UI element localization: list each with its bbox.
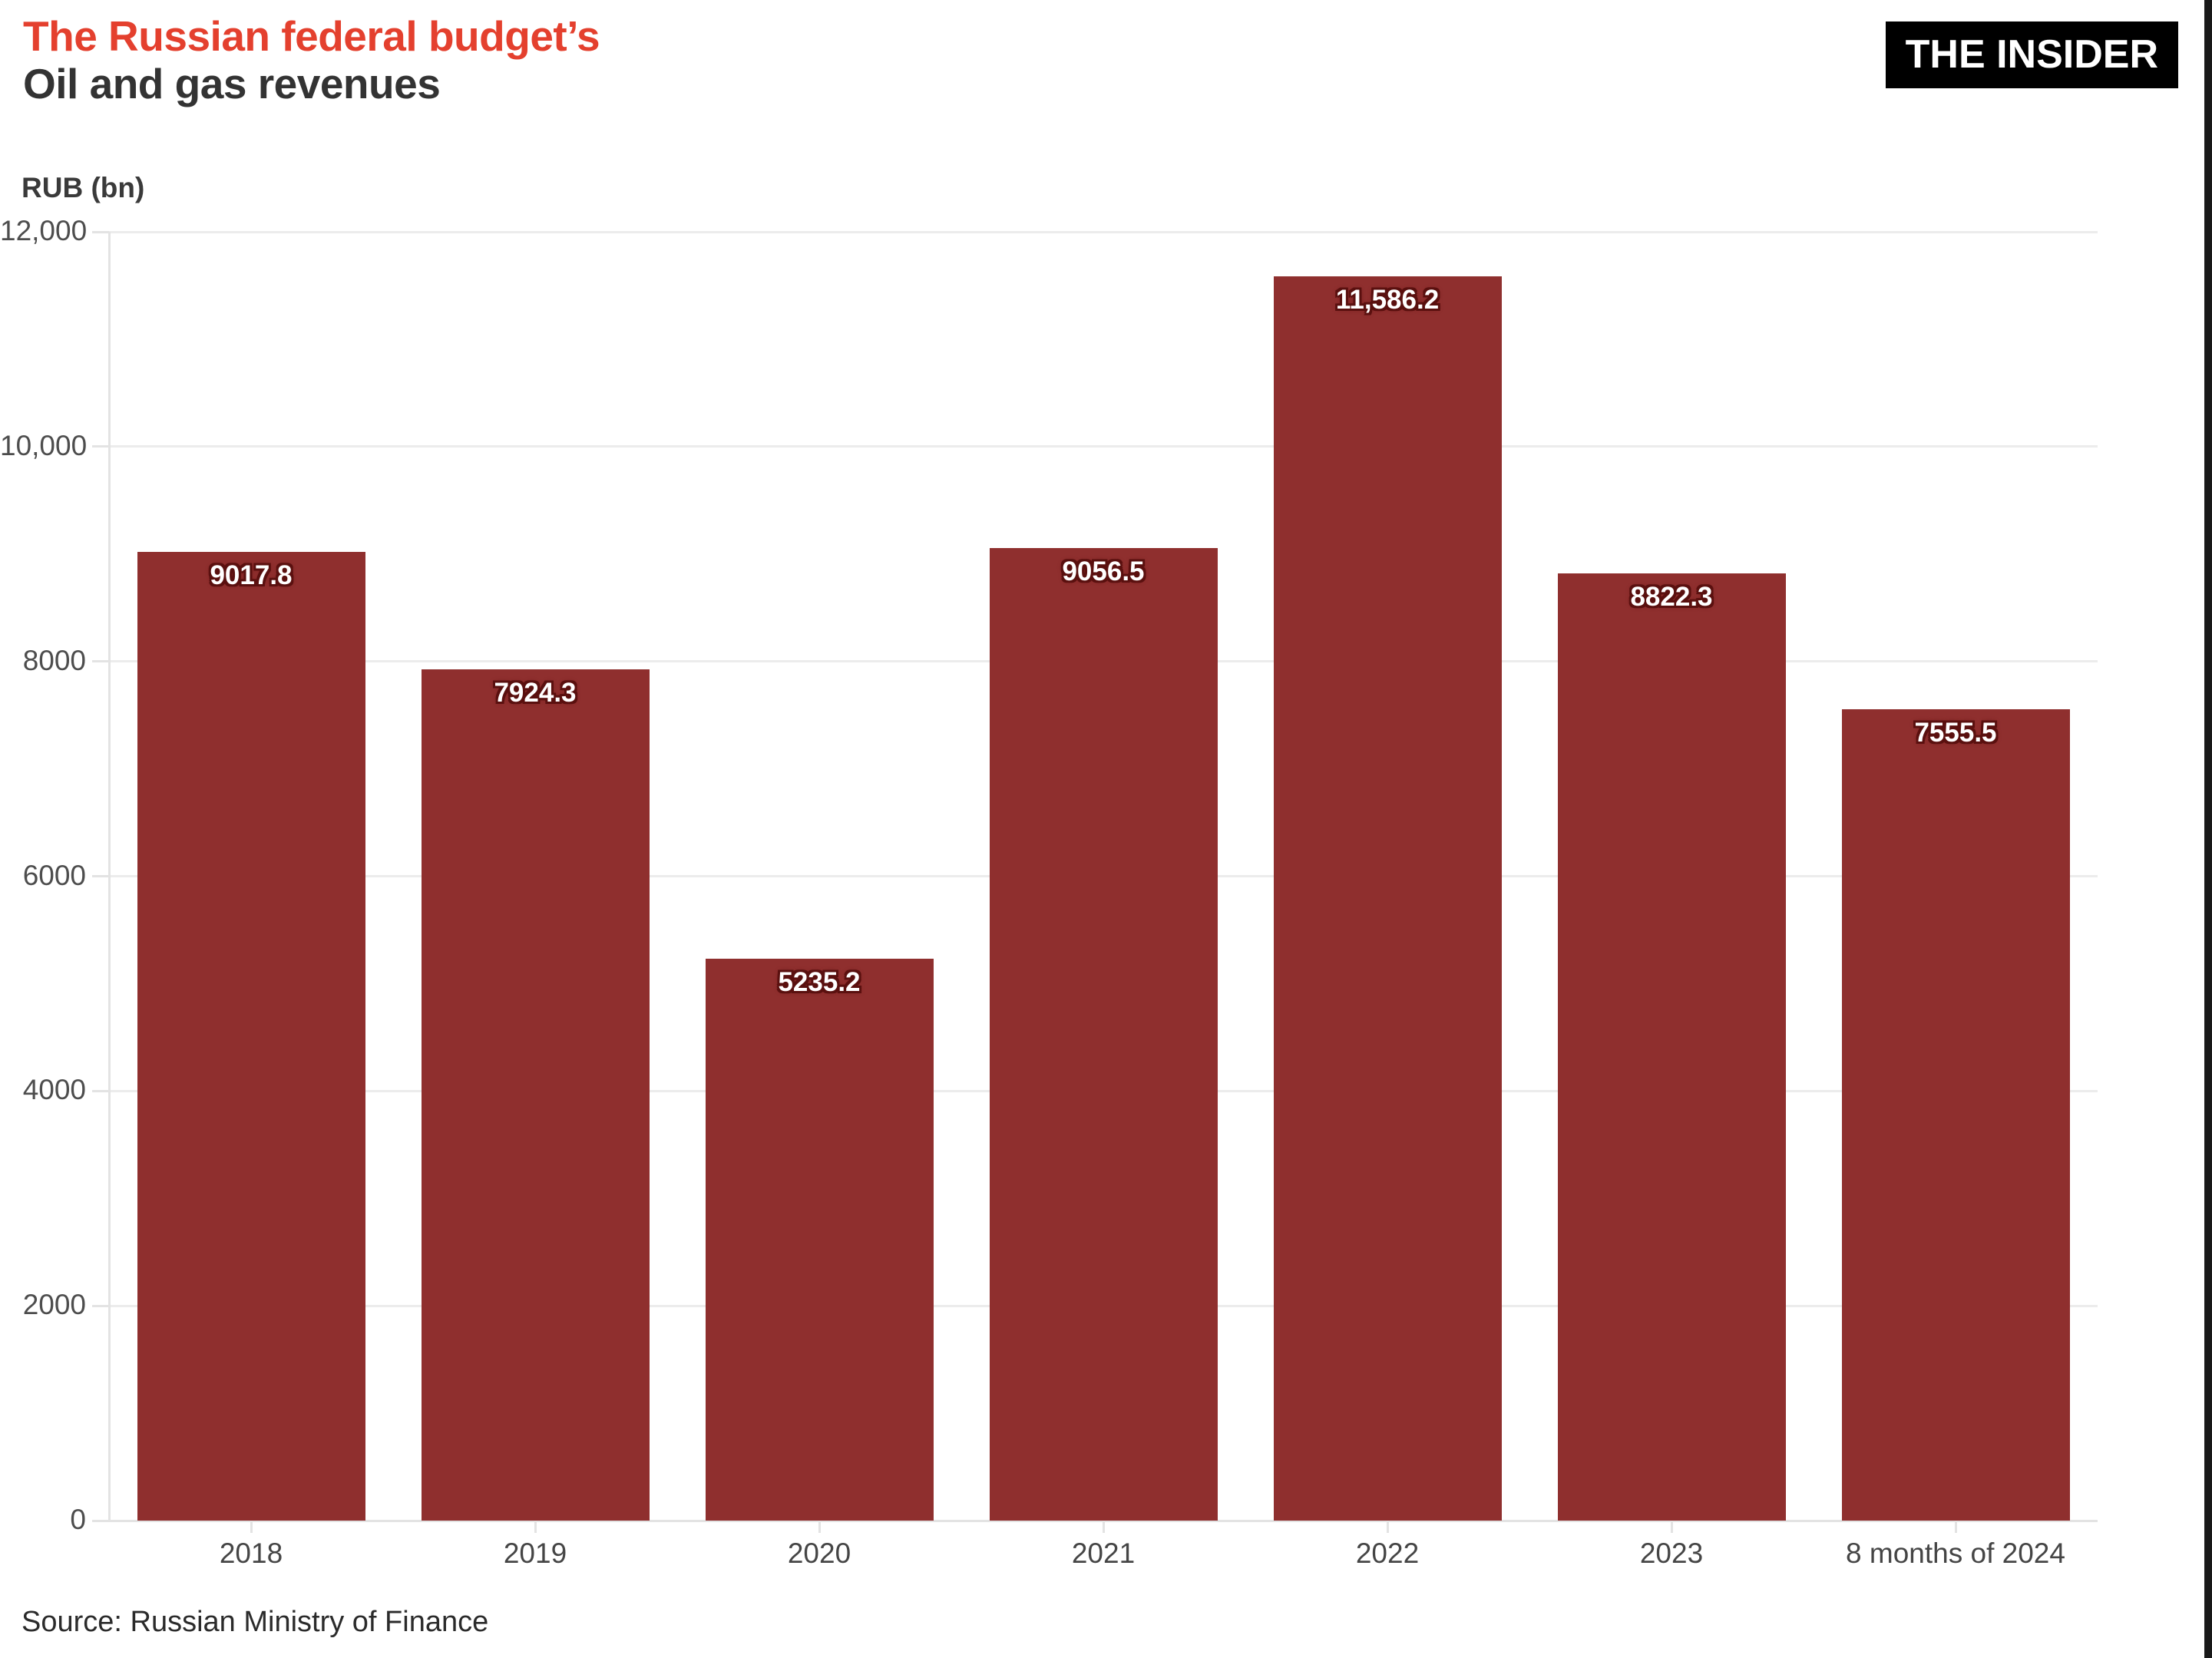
y-axis-tick xyxy=(92,445,109,448)
y-axis-label: 2000 xyxy=(22,1289,86,1321)
chart-title-block: The Russian federal budget’s Oil and gas… xyxy=(23,12,600,107)
bar-value-label: 8822.3 xyxy=(1630,581,1713,612)
bar: 9017.8 xyxy=(137,552,365,1521)
x-axis-tick xyxy=(1670,1521,1673,1533)
x-axis-label: 8 months of 2024 xyxy=(1846,1537,2065,1569)
x-axis-label: 2018 xyxy=(219,1537,283,1569)
x-axis-label: 2021 xyxy=(1071,1537,1136,1569)
x-axis-tick xyxy=(534,1521,537,1533)
bar-value-label: 7924.3 xyxy=(494,678,577,708)
y-axis-tick xyxy=(92,230,109,233)
x-axis-tick xyxy=(1102,1521,1105,1533)
y-axis-label: 6000 xyxy=(22,859,86,891)
y-axis-tick xyxy=(92,1304,109,1307)
y-axis-label: 12,000 xyxy=(0,215,88,246)
x-axis-label: 2020 xyxy=(787,1537,851,1569)
bar: 7555.5 xyxy=(1841,708,2070,1521)
x-axis-label: 2022 xyxy=(1355,1537,1420,1569)
chart-title-accent: The Russian federal budget’s xyxy=(23,12,600,60)
bar: 9056.5 xyxy=(989,547,1218,1521)
bar: 8822.3 xyxy=(1557,573,1786,1521)
x-axis-tick xyxy=(1954,1521,1957,1533)
y-axis-label: 10,000 xyxy=(0,429,88,461)
bar-value-label: 9056.5 xyxy=(1062,556,1145,586)
y-axis-line xyxy=(107,232,111,1521)
x-axis-line xyxy=(92,1519,2098,1522)
gridline xyxy=(109,230,2098,233)
x-axis-tick xyxy=(1386,1521,1389,1533)
source-note: Source: Russian Ministry of Finance xyxy=(21,1606,489,1638)
x-axis-tick xyxy=(818,1521,821,1533)
x-axis-tick xyxy=(250,1521,253,1533)
bar-value-label: 5235.2 xyxy=(778,966,861,997)
the-insider-logo: THE INSIDER xyxy=(1885,21,2178,88)
y-axis-tick xyxy=(92,660,109,663)
bar-value-label: 11,586.2 xyxy=(1335,284,1440,315)
bar: 7924.3 xyxy=(421,669,650,1521)
window-edge-strip xyxy=(2204,0,2212,1658)
gridline xyxy=(109,445,2098,448)
y-axis-tick xyxy=(92,875,109,877)
y-axis-label: 0 xyxy=(70,1504,86,1535)
x-axis-label: 2023 xyxy=(1639,1537,1704,1569)
x-axis-label: 2019 xyxy=(503,1537,567,1569)
bar-value-label: 7555.5 xyxy=(1914,717,1997,748)
y-axis-unit-label: RUB (bn) xyxy=(21,172,145,203)
bar: 11,586.2 xyxy=(1273,276,1502,1521)
y-axis-label: 8000 xyxy=(22,644,86,676)
chart-title-main: Oil and gas revenues xyxy=(23,60,441,107)
y-axis-tick xyxy=(92,1089,109,1092)
bar-value-label: 9017.8 xyxy=(210,560,293,591)
y-axis-label: 4000 xyxy=(22,1074,86,1106)
bar: 5235.2 xyxy=(705,958,934,1521)
